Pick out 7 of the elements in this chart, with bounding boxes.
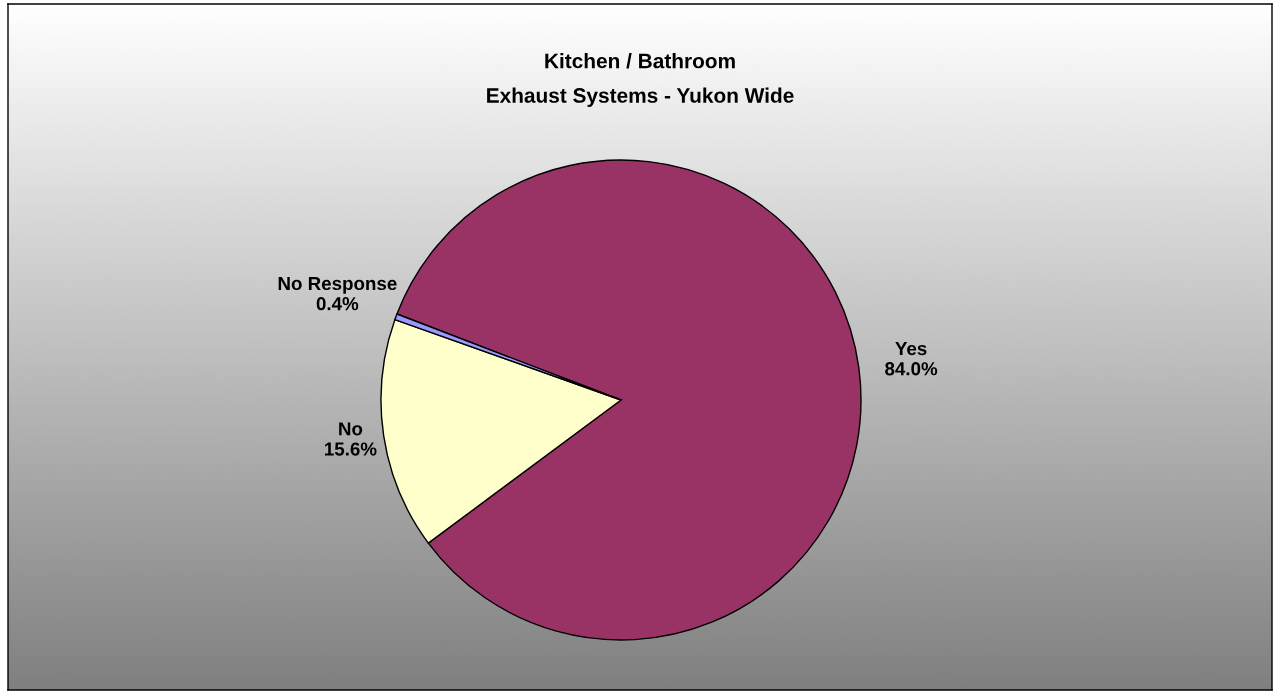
slice-label: Yes [895, 342, 927, 356]
chart-title: Kitchen / Bathroom Exhaust Systems - Yukon Wide [487, 53, 794, 107]
data-label: 84.0% [885, 362, 938, 376]
slice-label: No [339, 422, 363, 436]
data-label: 15.6% [325, 442, 377, 456]
slice-label: No Response [278, 277, 397, 294]
data-label: 0.4% [316, 297, 359, 311]
